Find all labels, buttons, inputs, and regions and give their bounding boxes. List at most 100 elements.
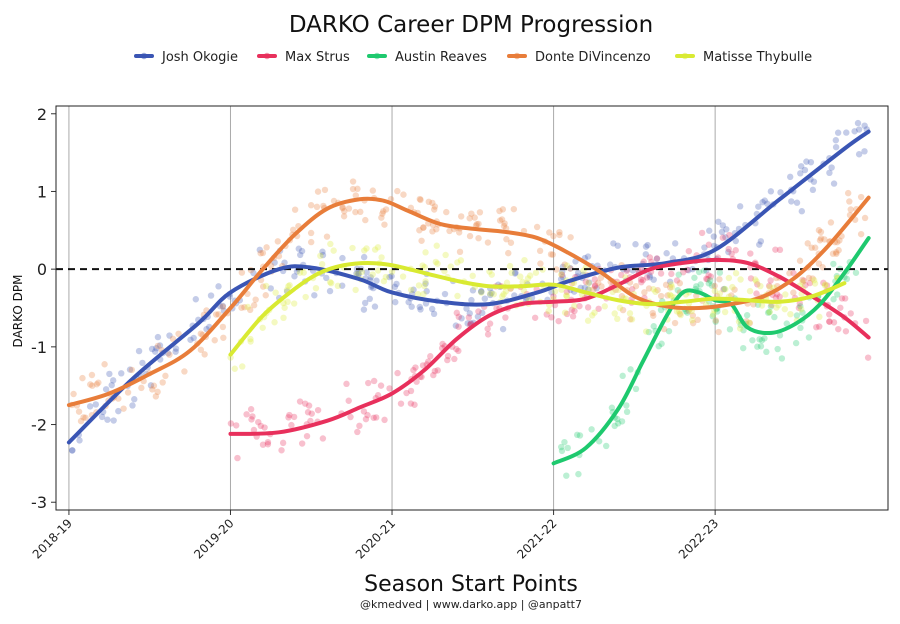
data-point <box>118 370 125 377</box>
data-point <box>772 294 780 301</box>
data-point <box>422 278 429 285</box>
data-point <box>718 228 726 236</box>
legend-swatch-dot <box>373 52 381 60</box>
data-point <box>109 377 117 384</box>
data-point <box>674 286 681 294</box>
data-point <box>88 371 96 379</box>
data-point <box>207 292 215 299</box>
data-point <box>291 273 298 280</box>
data-point <box>417 306 424 313</box>
data-point <box>313 203 321 211</box>
data-point <box>586 279 593 286</box>
legend-swatch-dot <box>263 52 271 60</box>
data-point <box>487 291 494 299</box>
data-point <box>758 302 766 309</box>
data-point <box>606 261 614 268</box>
data-point <box>289 226 297 234</box>
data-point <box>285 283 292 290</box>
data-point <box>484 239 492 246</box>
data-point <box>364 411 371 419</box>
data-point <box>571 302 578 310</box>
legend-label: Austin Reaves <box>395 50 487 65</box>
data-point <box>618 271 625 279</box>
data-point <box>611 422 618 430</box>
data-point <box>246 306 254 314</box>
data-point <box>259 324 266 331</box>
data-point <box>804 240 811 247</box>
data-point <box>576 302 583 310</box>
data-point <box>666 284 674 291</box>
data-point <box>397 400 405 407</box>
data-point <box>628 316 636 323</box>
data-point <box>667 281 675 288</box>
data-point <box>861 148 868 155</box>
data-point <box>490 291 497 298</box>
data-point <box>341 208 348 215</box>
data-point <box>716 269 724 276</box>
data-point <box>842 328 850 335</box>
data-point <box>464 320 471 327</box>
data-point <box>296 251 304 259</box>
data-point <box>632 385 640 393</box>
data-point <box>595 305 602 312</box>
data-point <box>393 280 400 288</box>
data-point <box>201 351 208 358</box>
data-point <box>319 248 326 255</box>
data-point <box>374 244 382 251</box>
data-point <box>416 195 424 203</box>
data-point <box>526 272 534 279</box>
data-point <box>430 310 438 318</box>
data-point <box>808 244 815 251</box>
data-point <box>595 438 603 445</box>
y-tick-label: 0 <box>37 260 47 279</box>
data-point <box>502 314 509 321</box>
data-point <box>563 262 571 269</box>
data-point <box>644 241 651 249</box>
data-point <box>754 343 761 350</box>
data-point <box>618 418 626 425</box>
data-point <box>798 306 805 313</box>
data-point <box>129 402 136 409</box>
data-point <box>520 287 528 294</box>
data-point <box>642 328 650 335</box>
data-point <box>327 240 334 248</box>
data-point <box>503 236 510 243</box>
data-point <box>291 206 299 213</box>
data-point <box>360 253 368 261</box>
data-point <box>543 311 550 318</box>
data-point <box>763 348 770 356</box>
data-point <box>284 298 291 306</box>
data-point <box>247 335 254 343</box>
data-point <box>576 432 584 439</box>
data-point <box>591 309 598 316</box>
chart-title: DARKO Career DPM Progression <box>289 12 653 38</box>
data-point <box>503 279 511 286</box>
data-point <box>626 310 634 317</box>
data-point <box>478 289 485 296</box>
data-point <box>271 259 278 266</box>
data-point <box>773 304 780 311</box>
data-point <box>473 220 481 228</box>
data-point <box>655 342 662 350</box>
data-point <box>76 437 83 444</box>
data-point <box>637 276 645 283</box>
data-point <box>843 129 850 136</box>
data-point <box>220 334 227 341</box>
data-point <box>776 332 784 339</box>
data-point <box>862 317 870 325</box>
data-point <box>676 310 684 318</box>
data-point <box>391 283 399 291</box>
data-point <box>418 237 425 244</box>
data-point <box>800 277 807 284</box>
data-point <box>379 210 386 217</box>
data-point <box>247 338 254 345</box>
data-point <box>429 228 436 235</box>
data-point <box>668 270 675 278</box>
data-point <box>296 269 304 276</box>
data-point <box>590 286 597 293</box>
x-tick-label: 2021-22 <box>514 516 559 561</box>
data-point <box>654 286 661 294</box>
data-point <box>469 287 477 294</box>
data-point <box>420 224 427 231</box>
data-point <box>501 220 508 227</box>
